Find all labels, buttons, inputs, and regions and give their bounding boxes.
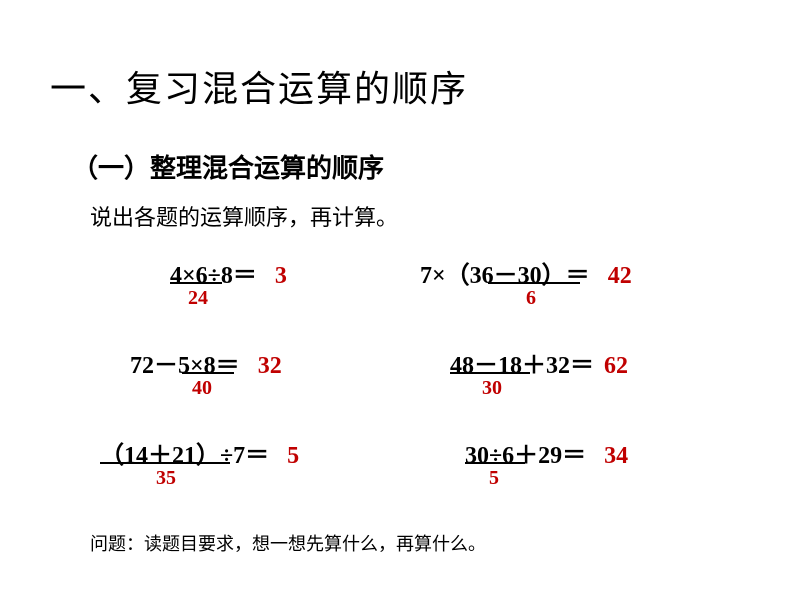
problem-row-1: 4×6÷8＝ 3 24 7×（36－30）＝ 42 6 (100, 255, 740, 307)
problem-2-right: 48－18＋32＝ 62 30 (450, 345, 770, 397)
answer-1r: 42 (608, 263, 632, 289)
underline-2r (450, 372, 530, 374)
expression-1r: 7×（36－30）＝ (420, 255, 590, 290)
underline-1r (488, 282, 580, 284)
underline-3l (100, 462, 230, 464)
instruction-text: 说出各题的运算顺序，再计算。 (90, 200, 398, 232)
underline-2l (182, 372, 234, 374)
underline-3r (465, 462, 525, 464)
problems-container: 4×6÷8＝ 3 24 7×（36－30）＝ 42 6 72－5×8＝ 32 4… (100, 255, 740, 525)
expression-1l: 4×6÷8＝ (170, 255, 257, 290)
answer-1l: 3 (275, 263, 287, 289)
intermediate-2r: 30 (482, 377, 502, 400)
expression-3l: （14＋21）÷7＝ (100, 435, 269, 470)
answer-2r: 62 (604, 353, 628, 379)
problem-2-left: 72－5×8＝ 32 40 (130, 345, 450, 397)
expression-2r: 48－18＋32＝ (450, 345, 594, 380)
sub-title: （一）整理混合运算的顺序 (72, 148, 384, 185)
expr-text-2l: 72－5×8＝ (130, 353, 240, 379)
problem-row-3: （14＋21）÷7＝ 5 35 30÷6＋29＝ 34 5 (100, 435, 740, 487)
problem-row-2: 72－5×8＝ 32 40 48－18＋32＝ 62 30 (100, 345, 740, 397)
answer-3r: 34 (604, 443, 628, 469)
intermediate-1r: 6 (526, 287, 536, 310)
answer-2l: 32 (258, 353, 282, 379)
main-title: 一、复习混合运算的顺序 (50, 60, 468, 112)
problem-3-left: （14＋21）÷7＝ 5 35 (100, 435, 420, 487)
expr-text-1r: 7×（36－30）＝ (420, 263, 590, 289)
expression-3r: 30÷6＋29＝ (465, 435, 586, 470)
intermediate-1l: 24 (188, 287, 208, 310)
footer-note: 问题：读题目要求，想一想先算什么，再算什么。 (90, 530, 486, 556)
problem-1-right: 7×（36－30）＝ 42 6 (420, 255, 740, 307)
problem-3-right: 30÷6＋29＝ 34 5 (465, 435, 785, 487)
expr-text-3r: 30÷6＋29＝ (465, 443, 586, 469)
intermediate-3r: 5 (489, 467, 499, 490)
intermediate-2l: 40 (192, 377, 212, 400)
expr-text-1l: 4×6÷8＝ (170, 263, 257, 289)
answer-3l: 5 (287, 443, 299, 469)
intermediate-3l: 35 (156, 467, 176, 490)
underline-1l (170, 282, 222, 284)
expr-text-3l: （14＋21）÷7＝ (100, 443, 269, 469)
expression-2l: 72－5×8＝ (130, 345, 240, 380)
expr-text-2r: 48－18＋32＝ (450, 353, 594, 379)
